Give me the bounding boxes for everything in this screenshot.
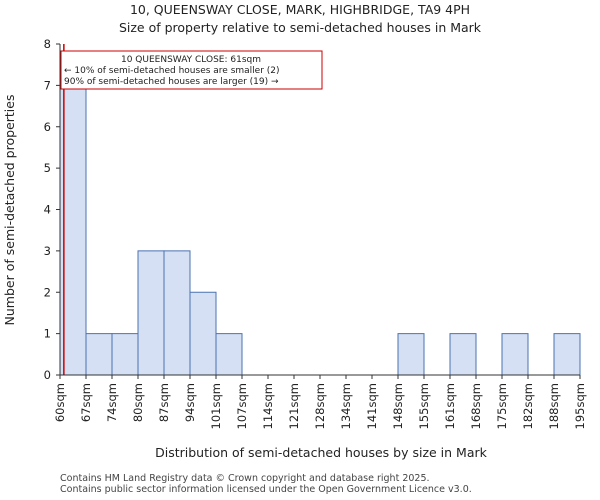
x-tick-label: 107sqm <box>235 383 249 429</box>
y-tick-label: 8 <box>44 37 51 51</box>
y-tick-label: 1 <box>44 327 51 341</box>
y-tick-label: 2 <box>44 285 51 299</box>
x-tick-label: 195sqm <box>573 383 587 429</box>
histogram-bar <box>553 333 581 376</box>
annotation-line-1: 10 QUEENSWAY CLOSE: 61sqm <box>121 55 261 65</box>
histogram-bar <box>397 333 425 376</box>
x-tick-label: 168sqm <box>469 383 483 429</box>
chart-title: 10, QUEENSWAY CLOSE, MARK, HIGHBRIDGE, T… <box>129 2 471 17</box>
histogram-bar <box>189 291 217 376</box>
x-tick-label: 182sqm <box>521 383 535 429</box>
x-tick-label: 94sqm <box>183 383 197 422</box>
x-tick-label: 67sqm <box>79 383 93 422</box>
footer-line-2: Contains public sector information licen… <box>60 484 472 495</box>
x-tick-label: 87sqm <box>157 383 171 422</box>
histogram-bar <box>215 333 243 376</box>
footer-line-1: Contains HM Land Registry data © Crown c… <box>60 473 430 484</box>
y-tick-label: 4 <box>44 203 51 217</box>
x-tick-label: 60sqm <box>53 383 67 422</box>
x-tick-label: 128sqm <box>313 383 327 429</box>
y-tick-label: 3 <box>44 244 51 258</box>
histogram-bar <box>163 250 191 376</box>
y-tick-label: 7 <box>44 78 51 92</box>
y-tick-label: 0 <box>44 368 51 382</box>
chart-subtitle: Size of property relative to semi-detach… <box>118 20 482 35</box>
axes-group: 0 1 2 3 4 5 6 7 8 60sqm 67sqm 74sqm 80sqm 87sqm 94sqm 1… <box>44 37 587 429</box>
x-tick-label: 121sqm <box>287 383 301 429</box>
histogram-bar <box>449 333 477 376</box>
y-tick-label: 5 <box>44 161 51 175</box>
annotation-frame <box>60 50 323 90</box>
x-tick-label: 175sqm <box>495 383 509 429</box>
x-tick-label: 134sqm <box>339 383 353 429</box>
annotation-box: 10 QUEENSWAY CLOSE: 61sqm ← 10% of semi-… <box>60 50 323 90</box>
x-tick-label: 155sqm <box>417 383 431 429</box>
y-axis-label: Number of semi-detached properties <box>2 95 17 326</box>
histogram-bar <box>137 250 165 376</box>
x-tick-label: 114sqm <box>261 383 275 429</box>
y-tick-label: 6 <box>44 120 51 134</box>
annotation-line-2: ← 10% of semi-detached houses are smalle… <box>64 66 280 76</box>
x-axis-label: Distribution of semi-detached houses by … <box>155 445 488 460</box>
x-tick-label: 74sqm <box>105 383 119 422</box>
x-tick-label: 148sqm <box>391 383 405 429</box>
x-tick-label: 80sqm <box>131 383 145 422</box>
histogram-bar <box>501 333 529 376</box>
x-tick-label: 188sqm <box>547 383 561 429</box>
bars-group <box>59 84 581 376</box>
x-tick-label: 141sqm <box>365 383 379 429</box>
x-tick-label: 161sqm <box>443 383 457 429</box>
histogram-bar <box>85 333 113 376</box>
x-tick-label: 101sqm <box>209 383 223 429</box>
annotation-line-3: 90% of semi-detached houses are larger (… <box>64 77 279 87</box>
histogram-bar <box>111 333 139 376</box>
